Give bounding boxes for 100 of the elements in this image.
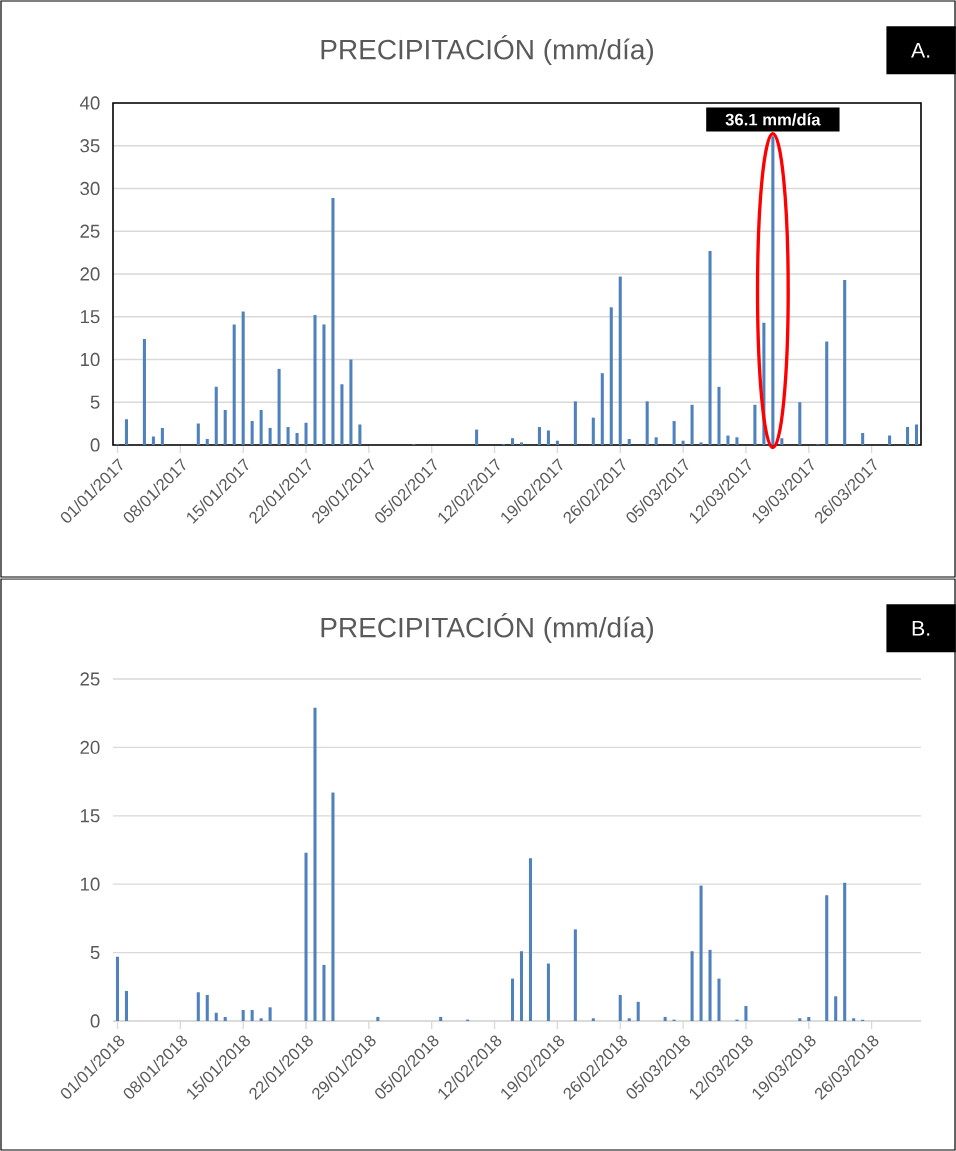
bar [618,995,622,1021]
bar [627,439,631,445]
bar [241,1010,245,1021]
bar [798,1018,802,1021]
bar [223,409,227,445]
bar [510,978,515,1021]
bar [223,1016,227,1021]
bar [681,440,685,445]
bar [600,373,604,445]
bar [528,858,532,1021]
bar [843,882,847,1021]
bar [376,1016,380,1021]
bar [690,951,694,1021]
y-tick-label: 5 [90,395,100,409]
bar [744,1005,748,1021]
bar [609,307,613,445]
bar [115,956,120,1021]
bar [124,419,128,445]
bar [313,707,317,1021]
y-tick-label: 40 [79,96,100,110]
bar [304,422,308,445]
bar [708,949,712,1021]
y-tick-label: 20 [80,267,100,281]
bar [699,885,703,1021]
bar [160,427,164,445]
bar [286,427,290,445]
chart-title: PRECIPITACIÓN (mm/día) [321,34,654,66]
bar [663,1016,667,1021]
bar [151,436,155,445]
bar [340,384,344,445]
y-tick-label: 30 [80,181,100,196]
bar [537,427,541,445]
bar [232,324,236,445]
bar [591,417,595,445]
bar [358,424,362,445]
bar [331,792,335,1021]
bar [259,1018,263,1021]
bar [780,438,784,445]
y-tick-label: 10 [80,352,100,367]
text: A. [911,42,930,58]
bar [825,895,829,1021]
bar [519,442,524,445]
bar [708,250,712,445]
bar [555,440,559,445]
bar [636,1001,640,1021]
bar [798,402,802,445]
y-tick-label: 15 [80,310,100,324]
bar [322,964,326,1021]
bar [717,978,721,1021]
bar [313,315,317,445]
bar [205,995,209,1021]
bar [546,430,550,445]
bar [277,368,281,445]
bar [914,424,919,445]
y-tick-label: 0 [90,1014,100,1028]
bar [735,437,739,445]
data-label: 36.1 mm/día [725,113,821,126]
bar [519,951,524,1021]
bar [268,427,272,445]
bar [807,1016,811,1021]
bar [295,433,299,445]
bar [475,429,479,445]
bar [672,421,676,445]
bar [196,992,200,1021]
bar [259,409,263,445]
bar [331,197,335,445]
bar [852,1018,856,1021]
bar [699,442,703,445]
chart-title: PRECIPITACIÓN (mm/día) [321,612,654,644]
y-tick-label: 25 [80,672,100,686]
bar [250,421,254,445]
bar [717,386,721,445]
text: B. [912,620,930,636]
y-tick-label: 0 [90,438,100,452]
bar [843,279,847,445]
bar [627,1018,631,1021]
bar [304,852,308,1021]
bar [439,1016,443,1021]
y-tick-label: 5 [90,946,100,960]
y-tick-label: 25 [80,224,100,238]
bar [591,1018,595,1021]
bar [726,435,730,445]
bar [322,324,326,445]
bar [690,404,694,445]
bar [250,1010,254,1021]
y-tick-label: 35 [80,139,100,153]
bar [618,276,622,445]
bar [241,311,245,445]
bar [771,136,775,445]
bar [753,404,757,445]
bar [888,435,892,445]
bar [205,439,209,445]
y-tick-label: 10 [80,877,100,891]
bar [825,341,829,445]
bar [573,401,577,445]
bar [196,423,200,445]
y-tick-label: 15 [80,809,100,823]
bar [645,401,649,445]
bar [654,437,658,445]
y-tick-label: 20 [80,740,100,755]
